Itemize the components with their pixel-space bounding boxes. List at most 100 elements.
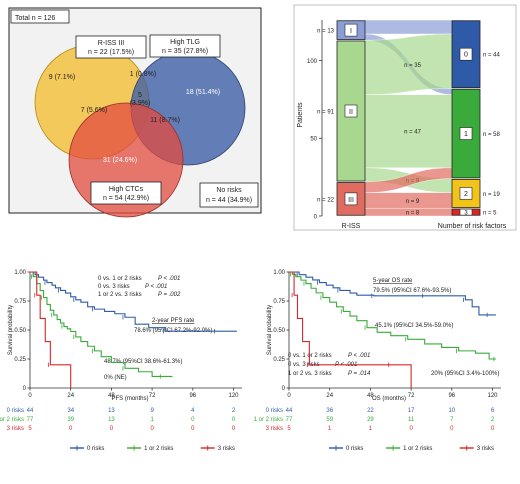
ctc-set-count: n = 54 (42.9%) — [103, 195, 149, 202]
os-xtick-label-3: 72 — [408, 393, 415, 399]
os-risk-cell-2-2: 1 — [369, 426, 373, 432]
os-rate-0: 79.5% (95%CI 67.6%-93.5%) — [373, 288, 451, 294]
alluvial-left-count-0: n = 13 — [317, 29, 335, 35]
os-risk-cell-0-5: 6 — [491, 408, 495, 414]
os-risk-cell-1-1: 59 — [326, 417, 333, 423]
alluvial-right-badge-2 — [459, 187, 473, 200]
pfs-risk-cell-1-5: 0 — [232, 417, 236, 423]
alluvial-flow-0 — [364, 19, 453, 35]
os-p3-text: 1 or 2 vs. 3 risks — [288, 371, 332, 377]
os-risk-row-name-0: 0 risks — [266, 408, 283, 414]
pfs-ytick-label-2: 0.50 — [14, 328, 26, 334]
pfs-xtick-label-2: 48 — [108, 393, 115, 399]
os-series-2 — [289, 271, 412, 388]
region-ctc-only: 31 (24.6%) — [103, 157, 137, 164]
os-legend-label-2: 3 risks — [477, 446, 494, 452]
no-risks-count: n = 44 (34.9%) — [206, 197, 252, 204]
alluvial-ytick-label-1: 50 — [310, 137, 317, 143]
riss-set-count: n = 22 (17.5%) — [88, 49, 134, 56]
os-xlabel: OS (months) — [372, 396, 406, 402]
tlg-label-box — [149, 34, 221, 58]
pfs-legend-label-1: 1 or 2 risks — [144, 446, 173, 452]
alluvial-flow-7 — [364, 208, 453, 217]
os-ylabel: Survival probability — [267, 305, 273, 355]
os-series-1 — [289, 271, 496, 360]
pfs-risk-cell-2-5: 0 — [232, 426, 236, 432]
pfs-risk-cell-0-2: 13 — [108, 408, 115, 414]
os-p3-value: P = .014 — [348, 371, 371, 377]
alluvial-left-badge-2 — [344, 192, 358, 206]
pfs-risk-cell-0-1: 34 — [67, 408, 74, 414]
tlg-set-count: n = 35 (27.8%) — [162, 48, 208, 55]
alluvial-left-name-2: III — [348, 197, 354, 204]
os-legend-label-1: 1 or 2 risks — [403, 446, 432, 452]
alluvial-flow-label-3: n = 47 — [404, 130, 422, 136]
alluvial-left-badge-1 — [344, 104, 358, 118]
pfs-ytick-label-0: 0 — [23, 386, 27, 392]
os-ytick-label-4: 1.00 — [273, 270, 285, 276]
region-riss-only: 9 (7.1%) — [49, 74, 75, 81]
os-risk-cell-2-4: 0 — [450, 426, 454, 432]
pfs-series-1 — [30, 271, 173, 377]
os-risk-cell-1-0: 77 — [286, 417, 293, 423]
pfs-series-2 — [30, 271, 72, 388]
os-risk-cell-1-3: 11 — [408, 417, 415, 423]
ctc-label-box — [90, 181, 162, 205]
km-pfs-chart: Survival probability PFS (months) 0 vs. … — [0, 270, 242, 452]
pfs-ylabel: Survival probability — [8, 305, 14, 355]
pfs-legend-label-0: 0 risks — [87, 446, 104, 452]
pfs-series-0 — [30, 271, 237, 332]
pfs-p1-text: 0 vs. 1 or 2 risks — [98, 276, 142, 282]
pfs-rate-title: 2-year PFS rate — [152, 318, 195, 324]
riss-set-name: R-ISS III — [98, 40, 125, 47]
pfs-xtick-label-0: 0 — [28, 393, 32, 399]
pfs-risk-cell-1-1: 39 — [67, 417, 74, 423]
alluvial-left-name-0: I — [350, 28, 352, 35]
os-ytick-label-0: 0 — [282, 386, 286, 392]
pfs-risk-cell-0-5: 2 — [232, 408, 236, 414]
os-risk-row-name-1: 1 or 2 risks — [254, 417, 283, 423]
pfs-xtick-label-5: 120 — [229, 393, 240, 399]
pfs-risk-cell-2-4: 0 — [191, 426, 195, 432]
os-risk-row-name-2: 3 risks — [266, 426, 283, 432]
alluvial-flow-label-7: n = 8 — [406, 211, 420, 217]
alluvial-right-name-2: 2 — [464, 191, 468, 198]
venn-diagram: Total n = 126 R-ISS III n = 22 (17.5%) H… — [8, 7, 262, 218]
alluvial-left-badge-0 — [344, 23, 358, 37]
os-rate-2: 20% (95%CI 3.4%-100%) — [431, 371, 499, 377]
alluvial-right-name-3: 3 — [464, 211, 468, 217]
os-risk-cell-2-0: 5 — [287, 426, 291, 432]
pfs-p2-value: P < .001 — [145, 284, 167, 290]
pfs-rate-1: 48.7% (95%CI 38.6%-61.3%) — [104, 359, 182, 365]
pfs-risk-cell-1-3: 1 — [150, 417, 154, 423]
os-risk-cell-2-1: 1 — [328, 426, 332, 432]
alluvial-right-badge-1 — [459, 127, 473, 140]
os-risk-cell-0-2: 22 — [367, 408, 374, 414]
os-risk-cell-0-1: 36 — [326, 408, 333, 414]
pfs-xlabel: PFS (months) — [111, 396, 148, 402]
alluvial-left-count-2: n = 22 — [317, 197, 335, 203]
alluvial-right-name-1: 1 — [464, 131, 468, 138]
alluvial-right-count-3: n = 5 — [483, 211, 497, 217]
os-risk-cell-1-4: 7 — [450, 417, 454, 423]
os-series-0 — [289, 271, 496, 316]
os-ytick-label-3: 0.75 — [273, 299, 285, 305]
region-tlg-ctc: 11 (8.7%) — [150, 117, 180, 124]
os-xtick-label-2: 48 — [367, 393, 374, 399]
alluvial-right-count-1: n = 58 — [483, 132, 501, 138]
region-all-three: 5 — [138, 92, 142, 99]
tlg-set-name: High TLG — [170, 39, 200, 46]
os-ytick-label-1: 0.25 — [273, 357, 285, 363]
alluvial-right-name-0: 0 — [464, 52, 468, 59]
os-xtick-label-4: 96 — [448, 393, 455, 399]
pfs-risk-row-name-1: 1 or 2 risks — [0, 417, 24, 423]
alluvial-frame — [293, 4, 517, 231]
pfs-risk-cell-1-4: 0 — [191, 417, 195, 423]
alluvial-ylabel: Patients — [297, 102, 304, 128]
os-xtick-label-1: 24 — [326, 393, 333, 399]
pfs-p3-text: 1 or 2 vs. 3 risks — [98, 292, 142, 298]
region-tlg-only: 18 (51.4%) — [186, 89, 220, 96]
alluvial-left-name-1: II — [349, 109, 353, 116]
pfs-xtick-label-1: 24 — [67, 393, 74, 399]
pfs-legend-label-2: 3 risks — [218, 446, 235, 452]
